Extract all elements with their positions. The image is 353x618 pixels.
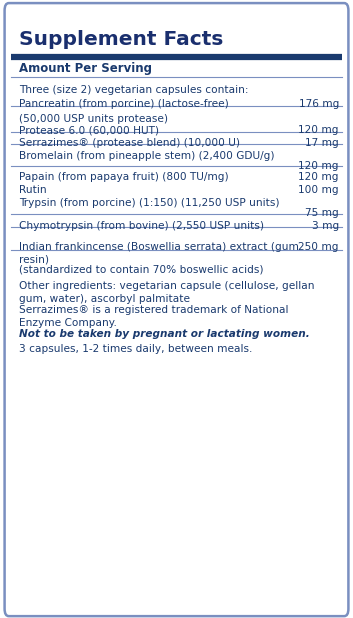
Text: Trypsin (from porcine) (1:150) (11,250 USP units): Trypsin (from porcine) (1:150) (11,250 U… — [19, 198, 280, 208]
Text: 75 mg: 75 mg — [305, 208, 339, 218]
Text: Papain (from papaya fruit) (800 TU/mg): Papain (from papaya fruit) (800 TU/mg) — [19, 172, 229, 182]
Text: 3 mg: 3 mg — [312, 221, 339, 231]
Text: Serrazimes® (protease blend) (10,000 U): Serrazimes® (protease blend) (10,000 U) — [19, 138, 240, 148]
Text: 100 mg: 100 mg — [298, 185, 339, 195]
Text: Serrazimes® is a registered trademark of National
Enzyme Company.: Serrazimes® is a registered trademark of… — [19, 305, 289, 328]
Text: Chymotrypsin (from bovine) (2,550 USP units): Chymotrypsin (from bovine) (2,550 USP un… — [19, 221, 264, 231]
Text: 120 mg: 120 mg — [298, 161, 339, 171]
Text: 120 mg: 120 mg — [298, 125, 339, 135]
Text: (50,000 USP units protease): (50,000 USP units protease) — [19, 114, 168, 124]
Text: Amount Per Serving: Amount Per Serving — [19, 62, 152, 75]
Text: Three (size 2) vegetarian capsules contain:: Three (size 2) vegetarian capsules conta… — [19, 85, 249, 95]
Text: Not to be taken by pregnant or lactating women.: Not to be taken by pregnant or lactating… — [19, 329, 310, 339]
FancyBboxPatch shape — [5, 3, 348, 616]
Text: Protease 6.0 (60,000 HUT): Protease 6.0 (60,000 HUT) — [19, 125, 160, 135]
Text: Indian frankincense (Boswellia serrata) extract (gum
resin): Indian frankincense (Boswellia serrata) … — [19, 242, 299, 265]
Text: 17 mg: 17 mg — [305, 138, 339, 148]
Text: 120 mg: 120 mg — [298, 172, 339, 182]
Text: Supplement Facts: Supplement Facts — [19, 30, 224, 49]
Text: 3 capsules, 1-2 times daily, between meals.: 3 capsules, 1-2 times daily, between mea… — [19, 344, 253, 353]
Text: 176 mg: 176 mg — [299, 99, 339, 109]
Text: Rutin: Rutin — [19, 185, 47, 195]
Text: Other ingredients: vegetarian capsule (cellulose, gellan
gum, water), ascorbyl p: Other ingredients: vegetarian capsule (c… — [19, 281, 315, 303]
Text: Pancreatin (from porcine) (lactose-free): Pancreatin (from porcine) (lactose-free) — [19, 99, 229, 109]
Text: 250 mg: 250 mg — [298, 242, 339, 252]
Text: (standardized to contain 70% boswellic acids): (standardized to contain 70% boswellic a… — [19, 265, 264, 274]
Text: Bromelain (from pineapple stem) (2,400 GDU/g): Bromelain (from pineapple stem) (2,400 G… — [19, 151, 275, 161]
